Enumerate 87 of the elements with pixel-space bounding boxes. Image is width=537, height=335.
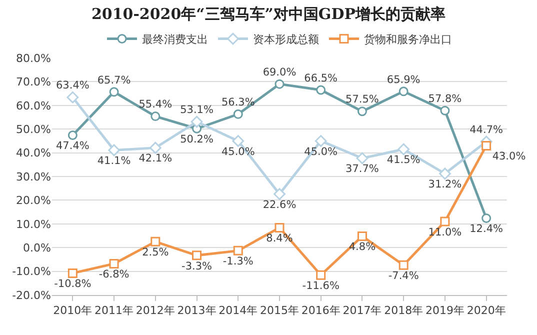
legend-label: 最终消费支出 — [142, 33, 208, 46]
point — [316, 85, 326, 95]
data-label: 50.2% — [180, 134, 214, 146]
point — [233, 109, 243, 119]
data-label: 44.7% — [470, 124, 504, 136]
y-tick-label: 40.0% — [16, 146, 51, 160]
data-label: 56.3% — [221, 96, 255, 109]
point — [274, 188, 286, 200]
data-label: 41.1% — [97, 155, 131, 168]
data-label: 22.6% — [262, 198, 296, 211]
x-tick-label: 2010年 — [53, 304, 92, 318]
y-tick-label: 10.0% — [16, 218, 51, 231]
data-label: -10.8% — [54, 278, 92, 290]
point — [482, 213, 492, 223]
data-label: 69.0% — [262, 66, 296, 78]
legend-label: 资本形成总额 — [253, 33, 319, 46]
data-label: 12.4% — [470, 223, 504, 236]
data-label: -11.6% — [302, 280, 340, 292]
y-tick-label: 50.0% — [16, 122, 51, 136]
point — [398, 143, 410, 156]
point — [66, 91, 79, 104]
x-tick-label: 2012年 — [136, 304, 175, 318]
data-label: -3.3% — [182, 260, 212, 272]
point — [440, 106, 450, 116]
y-tick-label: -20.0% — [12, 288, 51, 302]
data-label: 43.0% — [492, 150, 526, 163]
x-tick-label: 2016年 — [301, 304, 340, 318]
point — [398, 86, 408, 96]
point — [109, 258, 119, 268]
legend-label: 货物和服务净出口 — [364, 33, 452, 46]
point — [68, 268, 78, 278]
y-tick-label: 0.0% — [23, 241, 51, 254]
data-label: 45.0% — [304, 146, 338, 158]
data-label: -1.3% — [222, 256, 254, 268]
point — [356, 152, 368, 164]
data-label: -7.4% — [388, 270, 419, 282]
point — [274, 79, 284, 89]
data-label: 42.1% — [138, 152, 172, 165]
point — [316, 270, 326, 280]
point — [150, 236, 160, 246]
data-label: 66.5% — [304, 72, 338, 84]
point — [190, 116, 203, 128]
point — [439, 168, 451, 180]
x-tick-label: 2011年 — [94, 304, 134, 318]
data-label: 2.5% — [142, 246, 169, 259]
point — [233, 246, 243, 256]
point — [149, 142, 162, 154]
point — [108, 144, 120, 156]
y-tick-label: -10.0% — [12, 265, 51, 278]
y-tick-label: 80.0% — [16, 52, 51, 65]
data-label: 31.2% — [428, 178, 462, 191]
data-label: 41.5% — [386, 154, 420, 166]
x-tick-label: 2013年 — [177, 304, 216, 318]
data-label: 45.0% — [221, 146, 255, 158]
point — [482, 140, 492, 150]
data-label: 47.4% — [56, 140, 90, 152]
data-label: 37.7% — [346, 163, 379, 176]
chart-title: 2010-2020年“三驾马车”对中国GDP增长的贡献率 — [91, 4, 446, 23]
y-tick-label: 20.0% — [16, 194, 51, 208]
point — [357, 231, 367, 241]
data-label: 63.4% — [56, 80, 90, 92]
x-tick-label: 2018年 — [384, 304, 424, 318]
point — [192, 250, 202, 260]
x-tick-label: 2014年 — [218, 304, 258, 318]
point — [150, 112, 160, 122]
point — [232, 135, 244, 147]
data-label: 55.4% — [138, 98, 172, 111]
y-tick-label: 70.0% — [16, 76, 51, 89]
point — [440, 216, 450, 226]
point — [398, 260, 408, 270]
point — [109, 87, 119, 97]
data-label: 57.5% — [346, 94, 379, 106]
data-label: 65.7% — [97, 74, 131, 86]
point — [357, 106, 367, 116]
y-tick-label: 30.0% — [16, 170, 51, 184]
x-tick-label: 2017年 — [342, 304, 382, 318]
data-label: 57.8% — [428, 92, 462, 105]
point — [68, 130, 78, 140]
x-tick-label: 2019年 — [425, 304, 464, 318]
data-label: -6.8% — [98, 268, 130, 281]
point — [314, 135, 327, 147]
point — [274, 222, 284, 232]
x-tick-label: 2020年 — [466, 304, 506, 318]
data-label: 53.1% — [180, 104, 214, 116]
data-label: 65.9% — [386, 74, 420, 86]
y-tick-label: 60.0% — [16, 99, 51, 112]
x-tick-label: 2015年 — [260, 304, 299, 318]
